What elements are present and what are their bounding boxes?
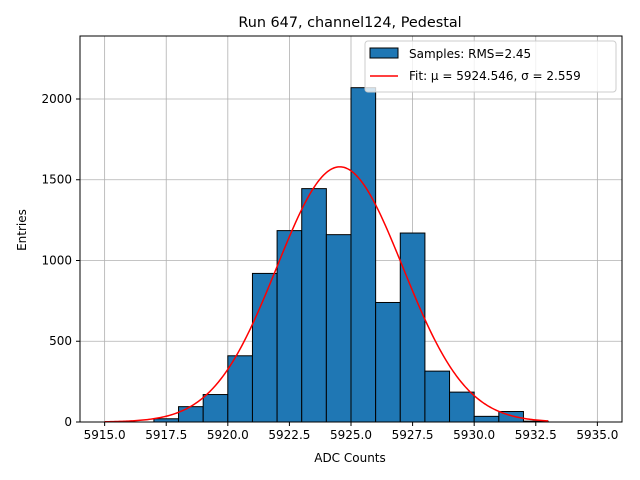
histogram-bar	[276, 230, 303, 423]
histogram-bar	[424, 370, 451, 423]
legend-swatch-samples	[369, 47, 399, 59]
histogram-bar	[399, 232, 426, 423]
legend-label-samples: Samples: RMS=2.45	[409, 47, 531, 61]
x-tick-label: 5935.0	[576, 428, 618, 442]
x-tick-label: 5925.0	[330, 428, 372, 442]
x-ticks: 5915.0 5917.5 5920.0 5922.5 5925.0 5927.5 5930…	[84, 422, 618, 442]
histogram-bar	[473, 415, 500, 423]
y-tick-label: 1500	[41, 173, 72, 187]
y-tick-label: 2000	[41, 92, 72, 106]
histogram-bar	[178, 406, 204, 423]
y-ticks: 0 500 1000 1500 2000	[41, 92, 80, 429]
x-tick-label: 5922.5	[268, 428, 310, 442]
histogram-bar	[375, 301, 401, 423]
x-tick-label: 5927.5	[392, 428, 434, 442]
legend-box	[364, 40, 617, 93]
histogram-bar	[325, 234, 352, 423]
x-tick-label: 5932.5	[515, 428, 557, 442]
x-tick-label: 5930.0	[453, 428, 495, 442]
legend-label-fit: Fit: μ = 5924.546, σ = 2.559	[409, 69, 581, 83]
x-tick-label: 5920.0	[207, 428, 249, 442]
x-axis-label: ADC Counts	[314, 451, 386, 465]
fit-curve	[104, 166, 549, 423]
y-tick-label: 0	[64, 415, 72, 429]
x-tick-label: 5917.5	[145, 428, 187, 442]
histogram-bar	[227, 355, 253, 423]
legend: Samples: RMS=2.45 Fit: μ = 5924.546, σ =…	[364, 40, 617, 93]
histogram-bar	[449, 391, 475, 423]
histogram-bar	[301, 188, 327, 423]
y-tick-label: 1000	[41, 253, 72, 267]
histogram-bar	[202, 394, 229, 423]
histogram-bar	[350, 87, 377, 423]
x-tick-label: 5915.0	[84, 428, 126, 442]
histogram-bars	[153, 87, 549, 423]
y-axis-label: Entries	[15, 209, 29, 251]
gaussian-fit-line	[104, 166, 549, 423]
chart-title: Run 647, channel124, Pedestal	[238, 15, 461, 31]
y-tick-label: 500	[49, 334, 72, 348]
